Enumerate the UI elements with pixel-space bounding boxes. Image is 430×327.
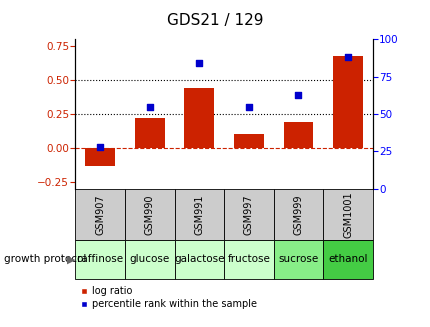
Legend: log ratio, percentile rank within the sample: log ratio, percentile rank within the sa… bbox=[80, 286, 256, 309]
Text: GSM991: GSM991 bbox=[194, 194, 204, 235]
Text: GSM997: GSM997 bbox=[243, 194, 253, 235]
Bar bbox=[233, 134, 263, 148]
Bar bbox=[224, 189, 273, 240]
Text: raffinose: raffinose bbox=[77, 254, 123, 265]
Text: growth protocol: growth protocol bbox=[4, 254, 86, 265]
Bar bbox=[75, 189, 125, 240]
Point bbox=[344, 55, 351, 60]
Text: GSM999: GSM999 bbox=[293, 194, 303, 235]
Bar bbox=[85, 148, 115, 166]
Bar bbox=[283, 122, 313, 148]
Bar bbox=[322, 189, 372, 240]
Text: GSM907: GSM907 bbox=[95, 194, 105, 235]
Bar bbox=[224, 240, 273, 279]
Point bbox=[96, 145, 103, 150]
Text: glucose: glucose bbox=[129, 254, 169, 265]
Bar bbox=[332, 56, 362, 148]
Point bbox=[195, 60, 203, 66]
Text: fructose: fructose bbox=[227, 254, 270, 265]
Text: galactose: galactose bbox=[174, 254, 224, 265]
Bar bbox=[273, 240, 322, 279]
Text: ethanol: ethanol bbox=[328, 254, 367, 265]
Text: GSM1001: GSM1001 bbox=[342, 191, 352, 238]
Bar bbox=[75, 240, 125, 279]
Bar bbox=[174, 189, 224, 240]
Bar bbox=[125, 189, 174, 240]
Point bbox=[245, 104, 252, 109]
Bar bbox=[135, 118, 164, 148]
Bar bbox=[125, 240, 174, 279]
Bar bbox=[273, 189, 322, 240]
Point bbox=[294, 92, 301, 97]
Bar bbox=[322, 240, 372, 279]
Text: ▶: ▶ bbox=[67, 254, 75, 265]
Point bbox=[146, 104, 153, 109]
Text: GDS21 / 129: GDS21 / 129 bbox=[167, 13, 263, 28]
Text: GSM990: GSM990 bbox=[144, 194, 154, 235]
Text: sucrose: sucrose bbox=[278, 254, 318, 265]
Bar bbox=[184, 88, 214, 148]
Bar bbox=[174, 240, 224, 279]
